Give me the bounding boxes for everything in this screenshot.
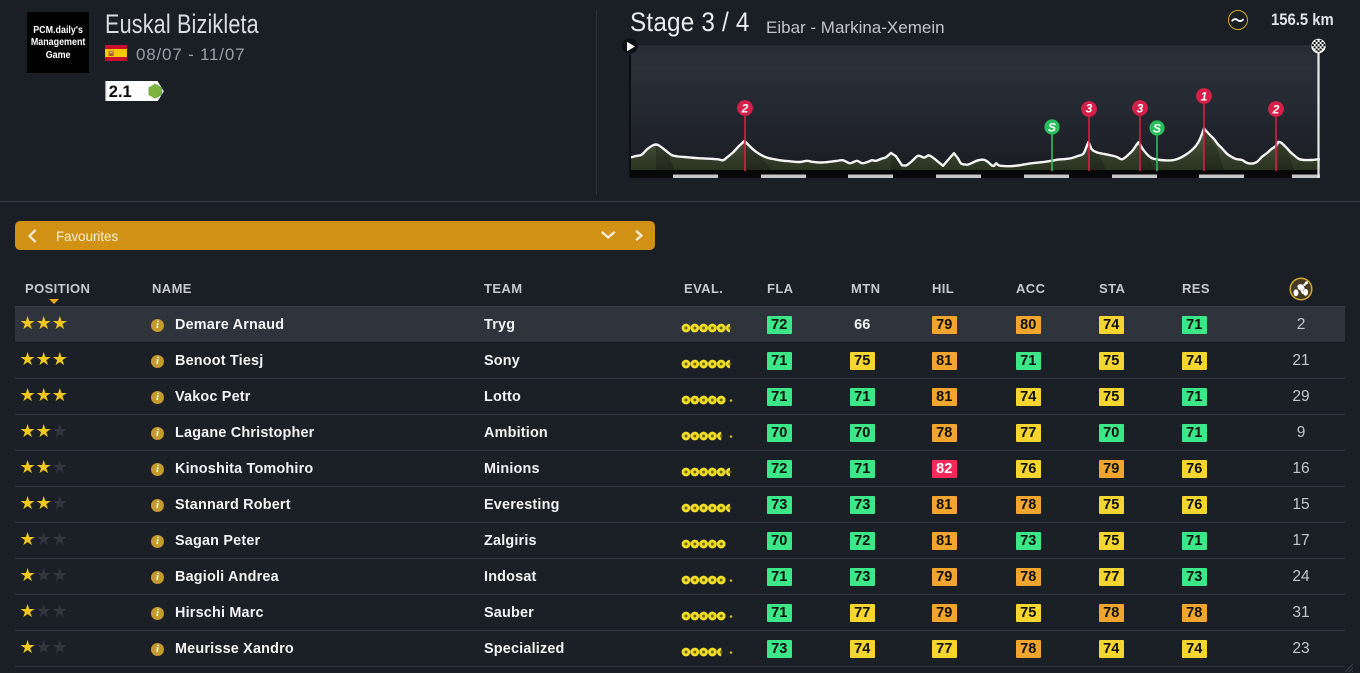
svg-text:1: 1 <box>1201 90 1208 104</box>
svg-text:2: 2 <box>1272 103 1280 117</box>
svg-text:2.1: 2.1 <box>109 83 132 101</box>
svg-text:3: 3 <box>1086 102 1093 116</box>
svg-text:2: 2 <box>741 102 749 116</box>
svg-text:S: S <box>1048 121 1056 135</box>
svg-text:S: S <box>1153 122 1161 136</box>
svg-text:3: 3 <box>1137 102 1144 116</box>
